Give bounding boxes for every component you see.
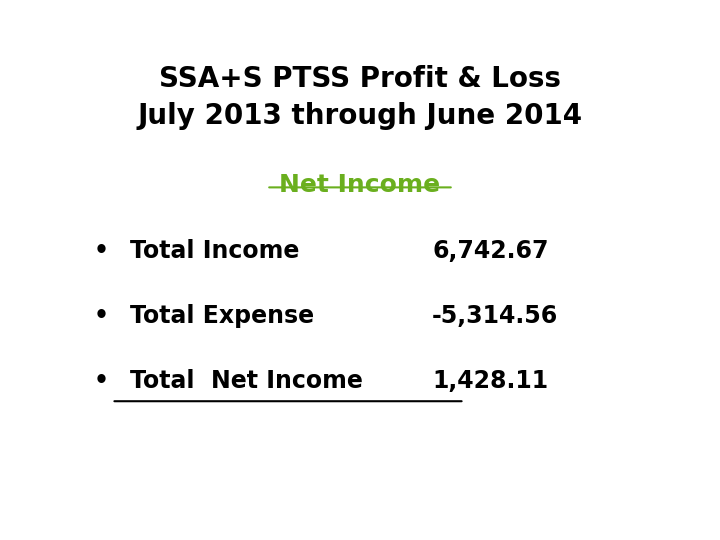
Text: Total  Net Income: Total Net Income [130,369,362,393]
Text: •: • [94,369,108,393]
Text: -5,314.56: -5,314.56 [432,304,558,328]
Text: 6,742.67: 6,742.67 [432,239,549,263]
Text: •: • [94,304,108,328]
Text: Total Income: Total Income [130,239,299,263]
Text: SSA+S PTSS Profit & Loss
July 2013 through June 2014: SSA+S PTSS Profit & Loss July 2013 throu… [138,65,582,130]
Text: Net Income: Net Income [279,173,441,197]
Text: 1,428.11: 1,428.11 [432,369,548,393]
Text: Total Expense: Total Expense [130,304,314,328]
Text: •: • [94,239,108,263]
